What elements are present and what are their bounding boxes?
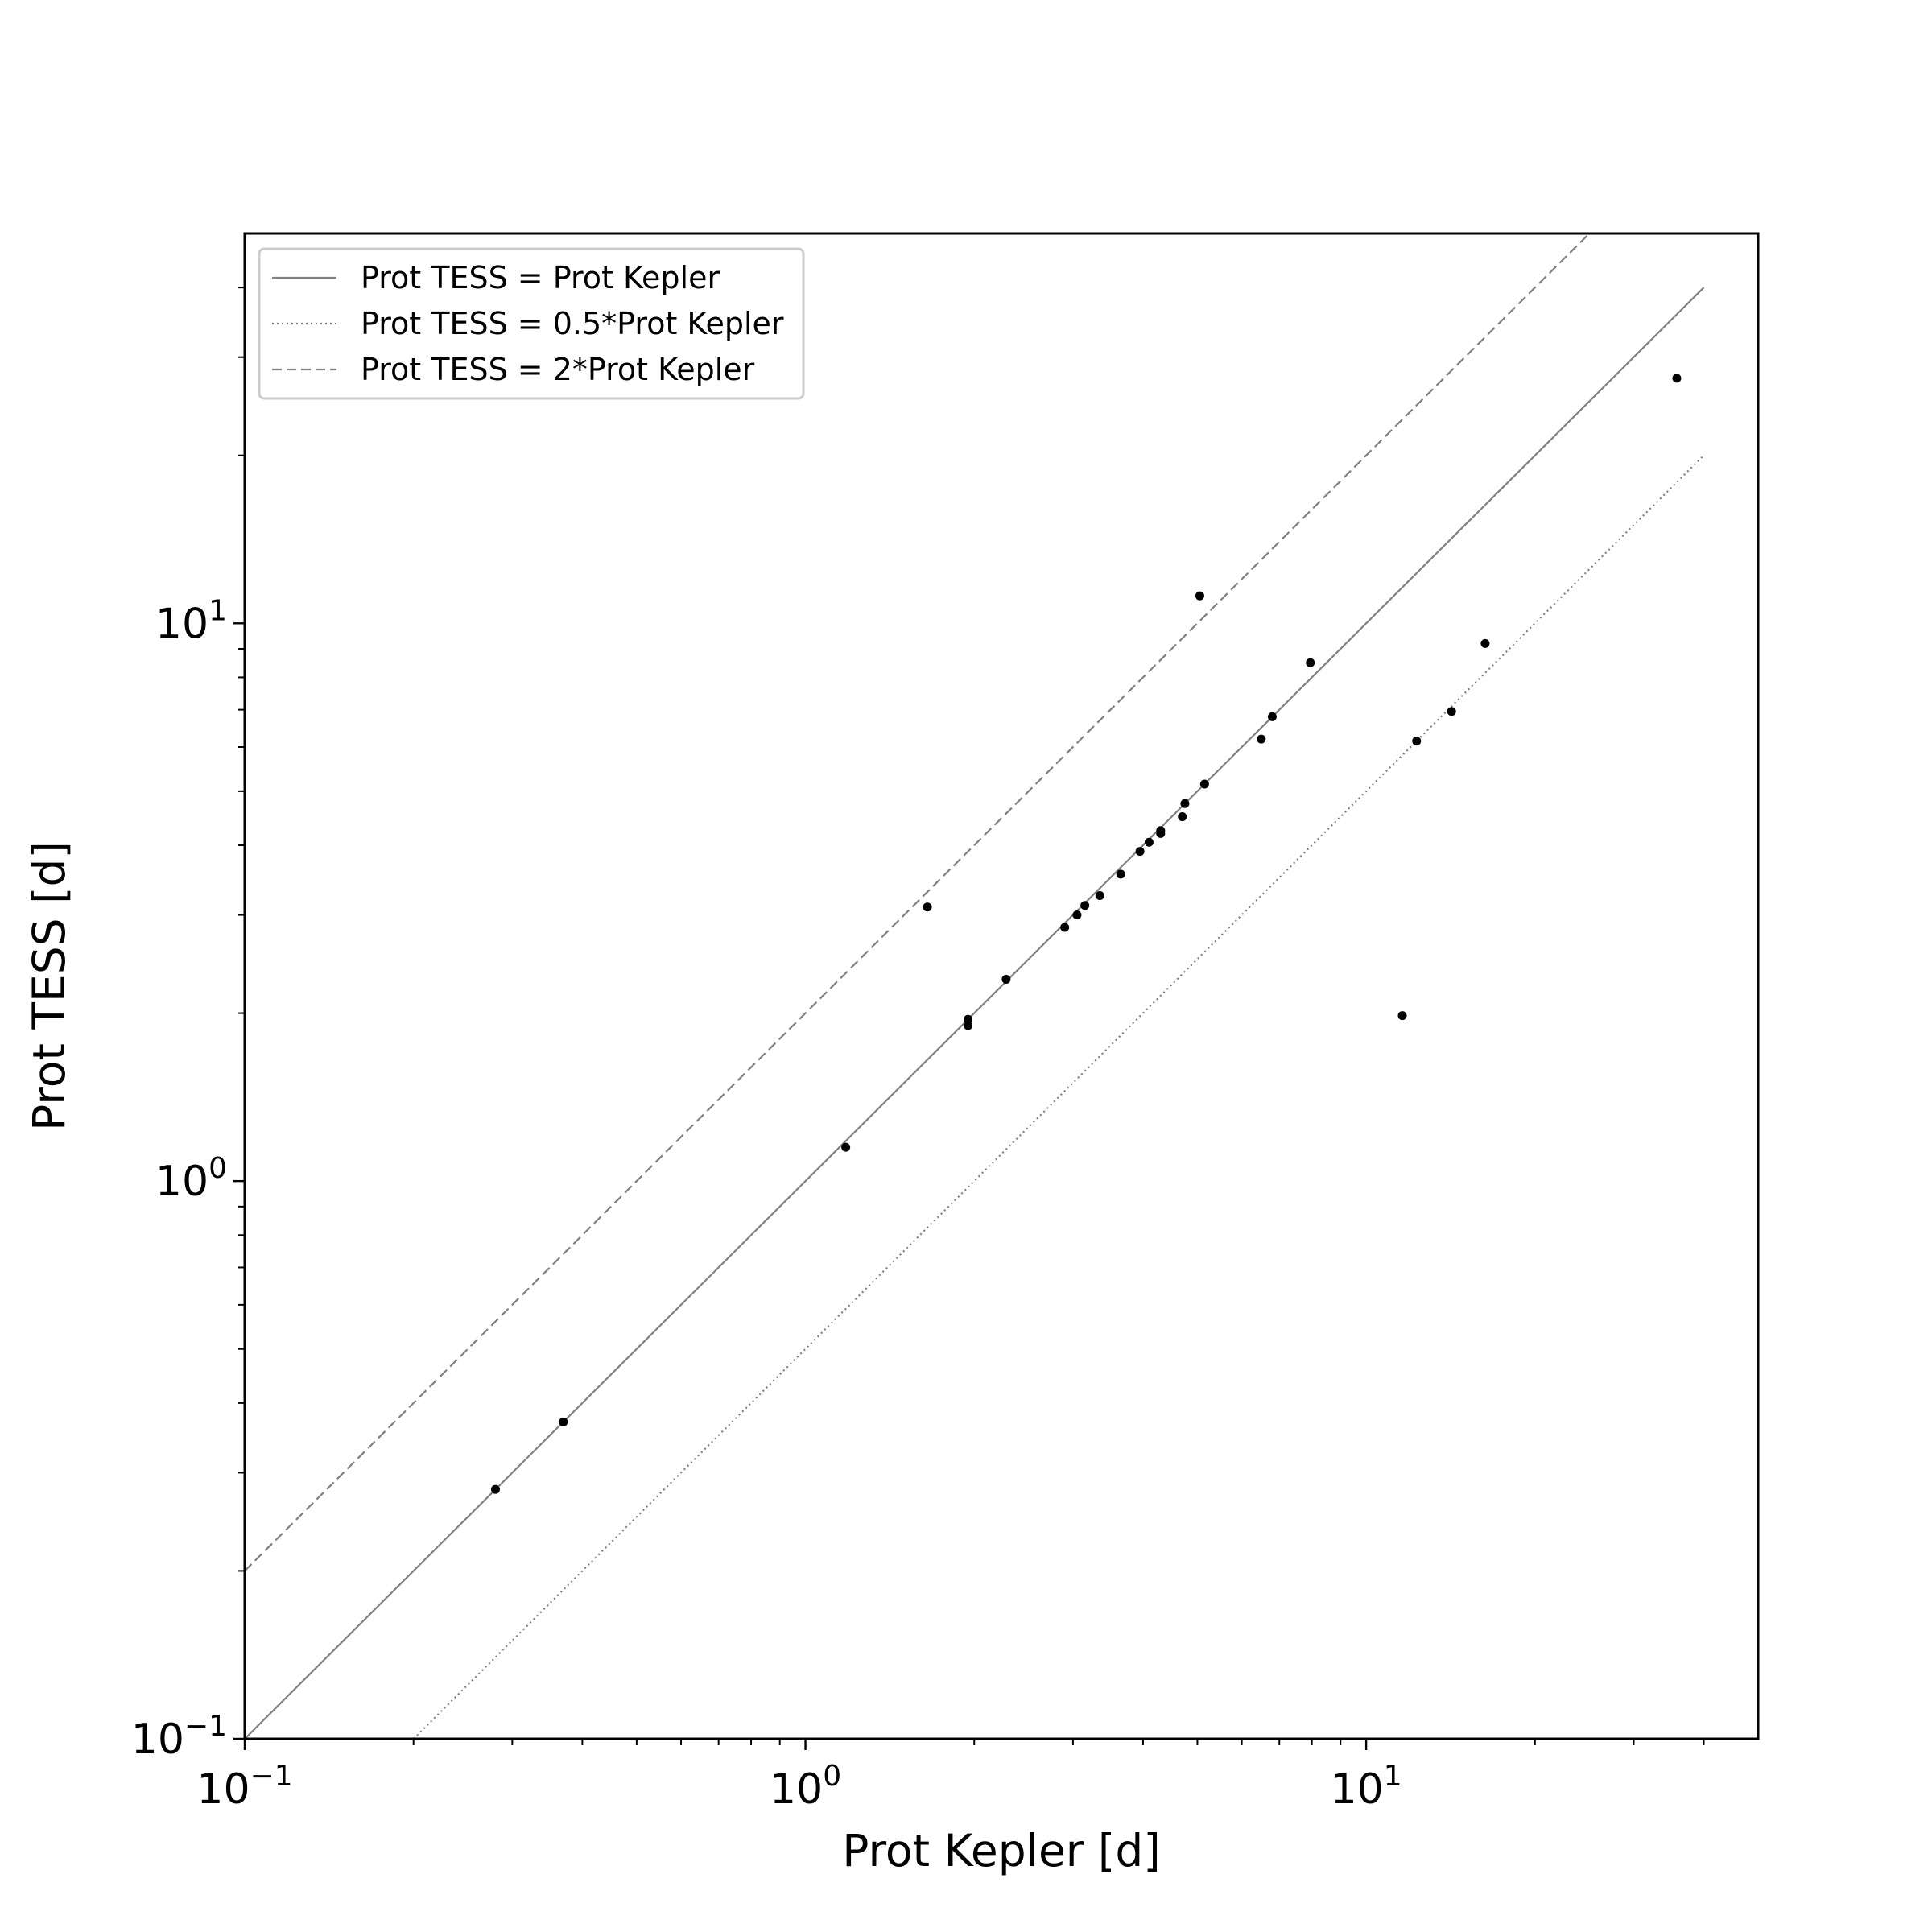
reference-line-dotted xyxy=(412,454,1705,1739)
data-point xyxy=(1080,901,1090,910)
x-tick-label: 101 xyxy=(1331,1760,1402,1814)
data-point xyxy=(1267,712,1277,721)
data-point xyxy=(1135,847,1145,857)
data-point xyxy=(1397,1011,1407,1021)
reference-lines xyxy=(245,233,1705,1739)
y-tick-label: 100 xyxy=(155,1152,227,1206)
data-point xyxy=(1144,837,1154,847)
data-point xyxy=(559,1417,568,1426)
plot-frame xyxy=(243,232,1760,1740)
data-point xyxy=(1480,638,1490,648)
data-point xyxy=(1412,737,1422,746)
data-point xyxy=(964,1014,973,1024)
data-point xyxy=(1178,812,1187,822)
legend-label: Prot TESS = 2*Prot Kepler xyxy=(361,352,755,387)
data-points xyxy=(490,374,1682,1494)
x-tick-label: 10−1 xyxy=(196,1760,292,1814)
data-point xyxy=(1116,869,1125,879)
data-point xyxy=(1072,910,1082,920)
legend-label: Prot TESS = Prot Kepler xyxy=(361,260,720,295)
data-point xyxy=(1199,779,1209,789)
legend-label: Prot TESS = 0.5*Prot Kepler xyxy=(361,306,784,341)
y-tick-label: 101 xyxy=(155,594,227,648)
axis-ticks: 10−1 100 101 10−1 100 101 xyxy=(131,287,1705,1814)
data-point xyxy=(923,902,932,912)
x-tick-label: 100 xyxy=(770,1760,841,1814)
x-axis-label: Prot Kepler [d] xyxy=(842,1825,1160,1876)
legend-box xyxy=(258,247,805,400)
data-point xyxy=(1180,799,1190,808)
data-point xyxy=(841,1142,851,1152)
data-point xyxy=(1257,734,1266,744)
data-point xyxy=(1156,828,1166,838)
data-point xyxy=(1001,975,1011,985)
y-tick-label: 10−1 xyxy=(131,1710,227,1764)
data-point xyxy=(1095,890,1104,900)
reference-line-solid xyxy=(245,287,1705,1739)
data-point xyxy=(964,1021,973,1030)
data-point xyxy=(490,1484,500,1494)
data-point xyxy=(1672,374,1682,383)
y-axis-label: Prot TESS [d] xyxy=(23,841,75,1131)
reference-line-dashed xyxy=(245,233,1591,1572)
data-point xyxy=(1447,707,1456,716)
legend: Prot TESS = Prot Kepler Prot TESS = 0.5*P… xyxy=(258,247,805,400)
data-point xyxy=(1306,658,1315,667)
data-point xyxy=(1195,591,1204,601)
data-point xyxy=(1060,923,1070,932)
